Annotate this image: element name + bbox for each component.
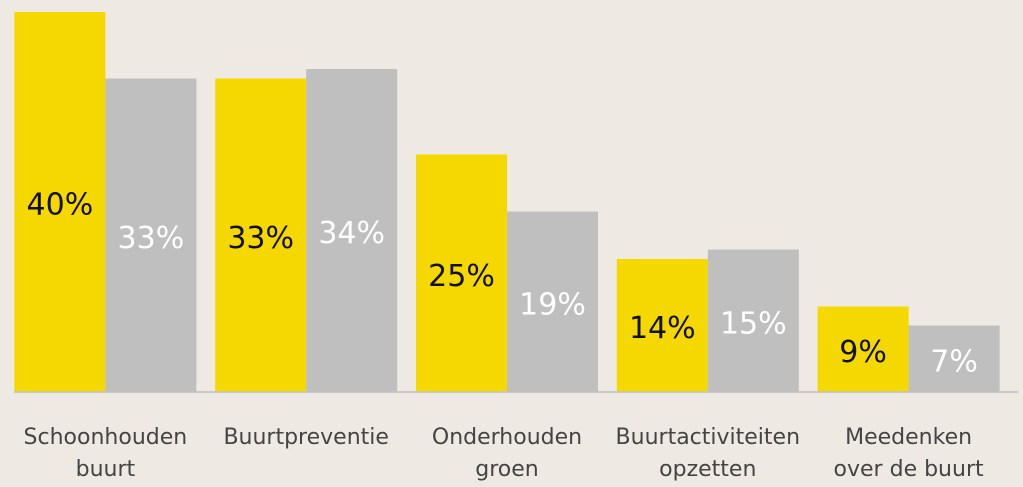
value-label: 15% <box>720 306 787 341</box>
bar <box>416 154 507 392</box>
bar <box>507 211 598 392</box>
bar <box>707 249 799 392</box>
x-tick-label: Buurtpreventie <box>223 425 389 450</box>
bar <box>14 12 106 392</box>
value-label: 40% <box>27 188 94 223</box>
x-tick-label: Buurtactiviteiten opzetten <box>615 425 801 482</box>
bar <box>105 78 197 392</box>
bar <box>908 325 1000 392</box>
value-label: 19% <box>519 287 586 322</box>
x-tick-label: Meedenken over de buurt <box>833 425 984 482</box>
value-label: 33% <box>118 221 185 256</box>
value-label: 9% <box>839 335 887 370</box>
value-label: 25% <box>428 259 495 294</box>
bar <box>306 69 398 392</box>
x-tick-label: Schoonhouden buurt <box>23 425 188 482</box>
value-label: 14% <box>629 311 696 346</box>
bar <box>215 78 307 392</box>
x-tick-label: Onderhouden groen <box>431 425 583 482</box>
value-label: 33% <box>227 221 294 256</box>
bar <box>817 306 909 392</box>
value-label: 34% <box>318 216 385 251</box>
bar <box>616 259 708 392</box>
value-label: 7% <box>930 344 978 379</box>
